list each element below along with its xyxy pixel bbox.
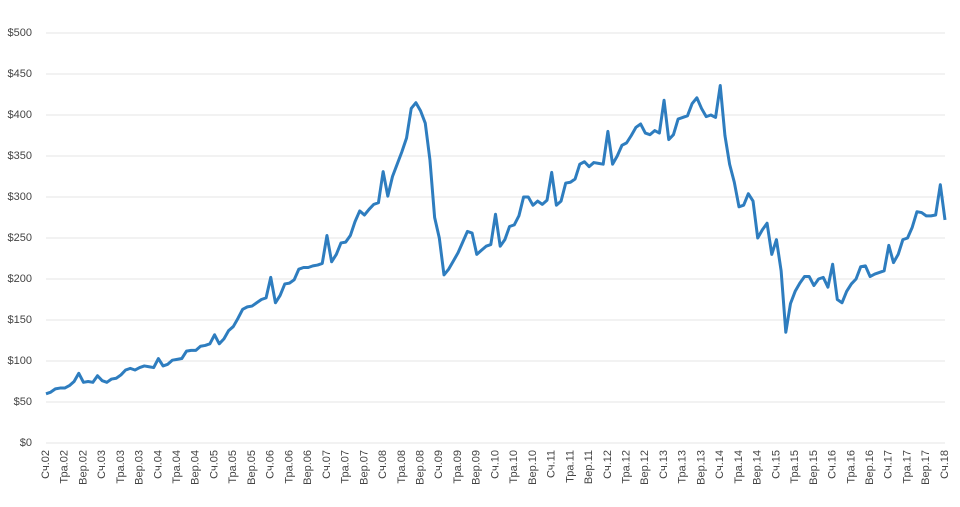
x-tick-label: Тра.08 — [396, 450, 408, 484]
x-tick-label: Тра.02 — [59, 450, 71, 484]
y-tick-label: $400 — [8, 109, 32, 121]
x-tick-label: Сч.15 — [770, 450, 782, 479]
x-tick-label: Сч.14 — [714, 450, 726, 479]
x-tick-label: Тра.09 — [452, 450, 464, 484]
x-tick-label: Вер.10 — [527, 450, 539, 485]
y-tick-label: $100 — [8, 355, 32, 367]
x-tick-label: Тра.11 — [564, 450, 576, 483]
x-tick-label: Тра.15 — [789, 450, 801, 484]
y-tick-label: $250 — [8, 232, 32, 244]
x-tick-label: Вер.04 — [190, 450, 202, 485]
x-tick-label: Вер.13 — [695, 450, 707, 485]
x-tick-label: Вер.06 — [302, 450, 314, 485]
x-tick-label: Вер.07 — [358, 450, 370, 485]
x-tick-label: Тра.14 — [733, 450, 745, 484]
x-tick-label: Вер.12 — [639, 450, 651, 485]
x-tick-label: Вер.03 — [134, 450, 146, 485]
x-tick-label: Тра.06 — [283, 450, 295, 484]
x-tick-label: Тра.10 — [508, 450, 520, 484]
x-tick-label: Сч.07 — [321, 450, 333, 479]
x-tick-label: Сч.11 — [546, 450, 558, 478]
x-tick-label: Сч.12 — [602, 450, 614, 479]
y-tick-label: $350 — [8, 150, 32, 162]
x-tick-label: Сч.02 — [40, 450, 52, 479]
x-tick-label: Сч.06 — [265, 450, 277, 479]
x-tick-label: Сч.13 — [658, 450, 670, 479]
x-tick-label: Вер.02 — [77, 450, 89, 485]
x-tick-label: Вер.17 — [920, 450, 932, 485]
x-tick-label: Тра.16 — [845, 450, 857, 484]
y-tick-label: $200 — [8, 273, 32, 285]
x-tick-label: Тра.17 — [901, 450, 913, 484]
x-tick-label: Вер.14 — [752, 450, 764, 485]
x-tick-label: Сч.03 — [96, 450, 108, 479]
x-tick-label: Сч.17 — [883, 450, 895, 479]
x-tick-label: Тра.07 — [340, 450, 352, 484]
y-tick-label: $300 — [8, 191, 32, 203]
x-tick-label: Тра.05 — [227, 450, 239, 484]
x-tick-label: Вер.16 — [864, 450, 876, 485]
y-tick-label: $500 — [8, 27, 32, 39]
x-tick-label: Сч.05 — [208, 450, 220, 479]
line-series — [45, 83, 947, 396]
y-tick-label: $0 — [20, 437, 32, 449]
x-tick-label: Вер.09 — [471, 450, 483, 485]
x-tick-label: Тра.12 — [621, 450, 633, 484]
x-tick-label: Сч.04 — [152, 450, 164, 479]
x-tick-label: Сч.18 — [939, 450, 951, 479]
x-tick-label: Вер.15 — [808, 450, 820, 485]
x-tick-label: Тра.04 — [171, 450, 183, 484]
x-tick-label: Сч.16 — [827, 450, 839, 479]
y-tick-label: $450 — [8, 68, 32, 80]
x-tick-label: Сч.08 — [377, 450, 389, 479]
x-tick-label: Тра.13 — [677, 450, 689, 484]
x-tick-label: Вер.11 — [583, 450, 595, 484]
x-tick-label: Вер.08 — [414, 450, 426, 485]
x-tick-label: Сч.09 — [433, 450, 445, 479]
x-tick-label: Вер.05 — [246, 450, 258, 485]
x-tick-label: Сч.10 — [489, 450, 501, 479]
y-tick-label: $50 — [14, 396, 32, 408]
y-tick-label: $150 — [8, 314, 32, 326]
x-tick-label: Тра.03 — [115, 450, 127, 484]
